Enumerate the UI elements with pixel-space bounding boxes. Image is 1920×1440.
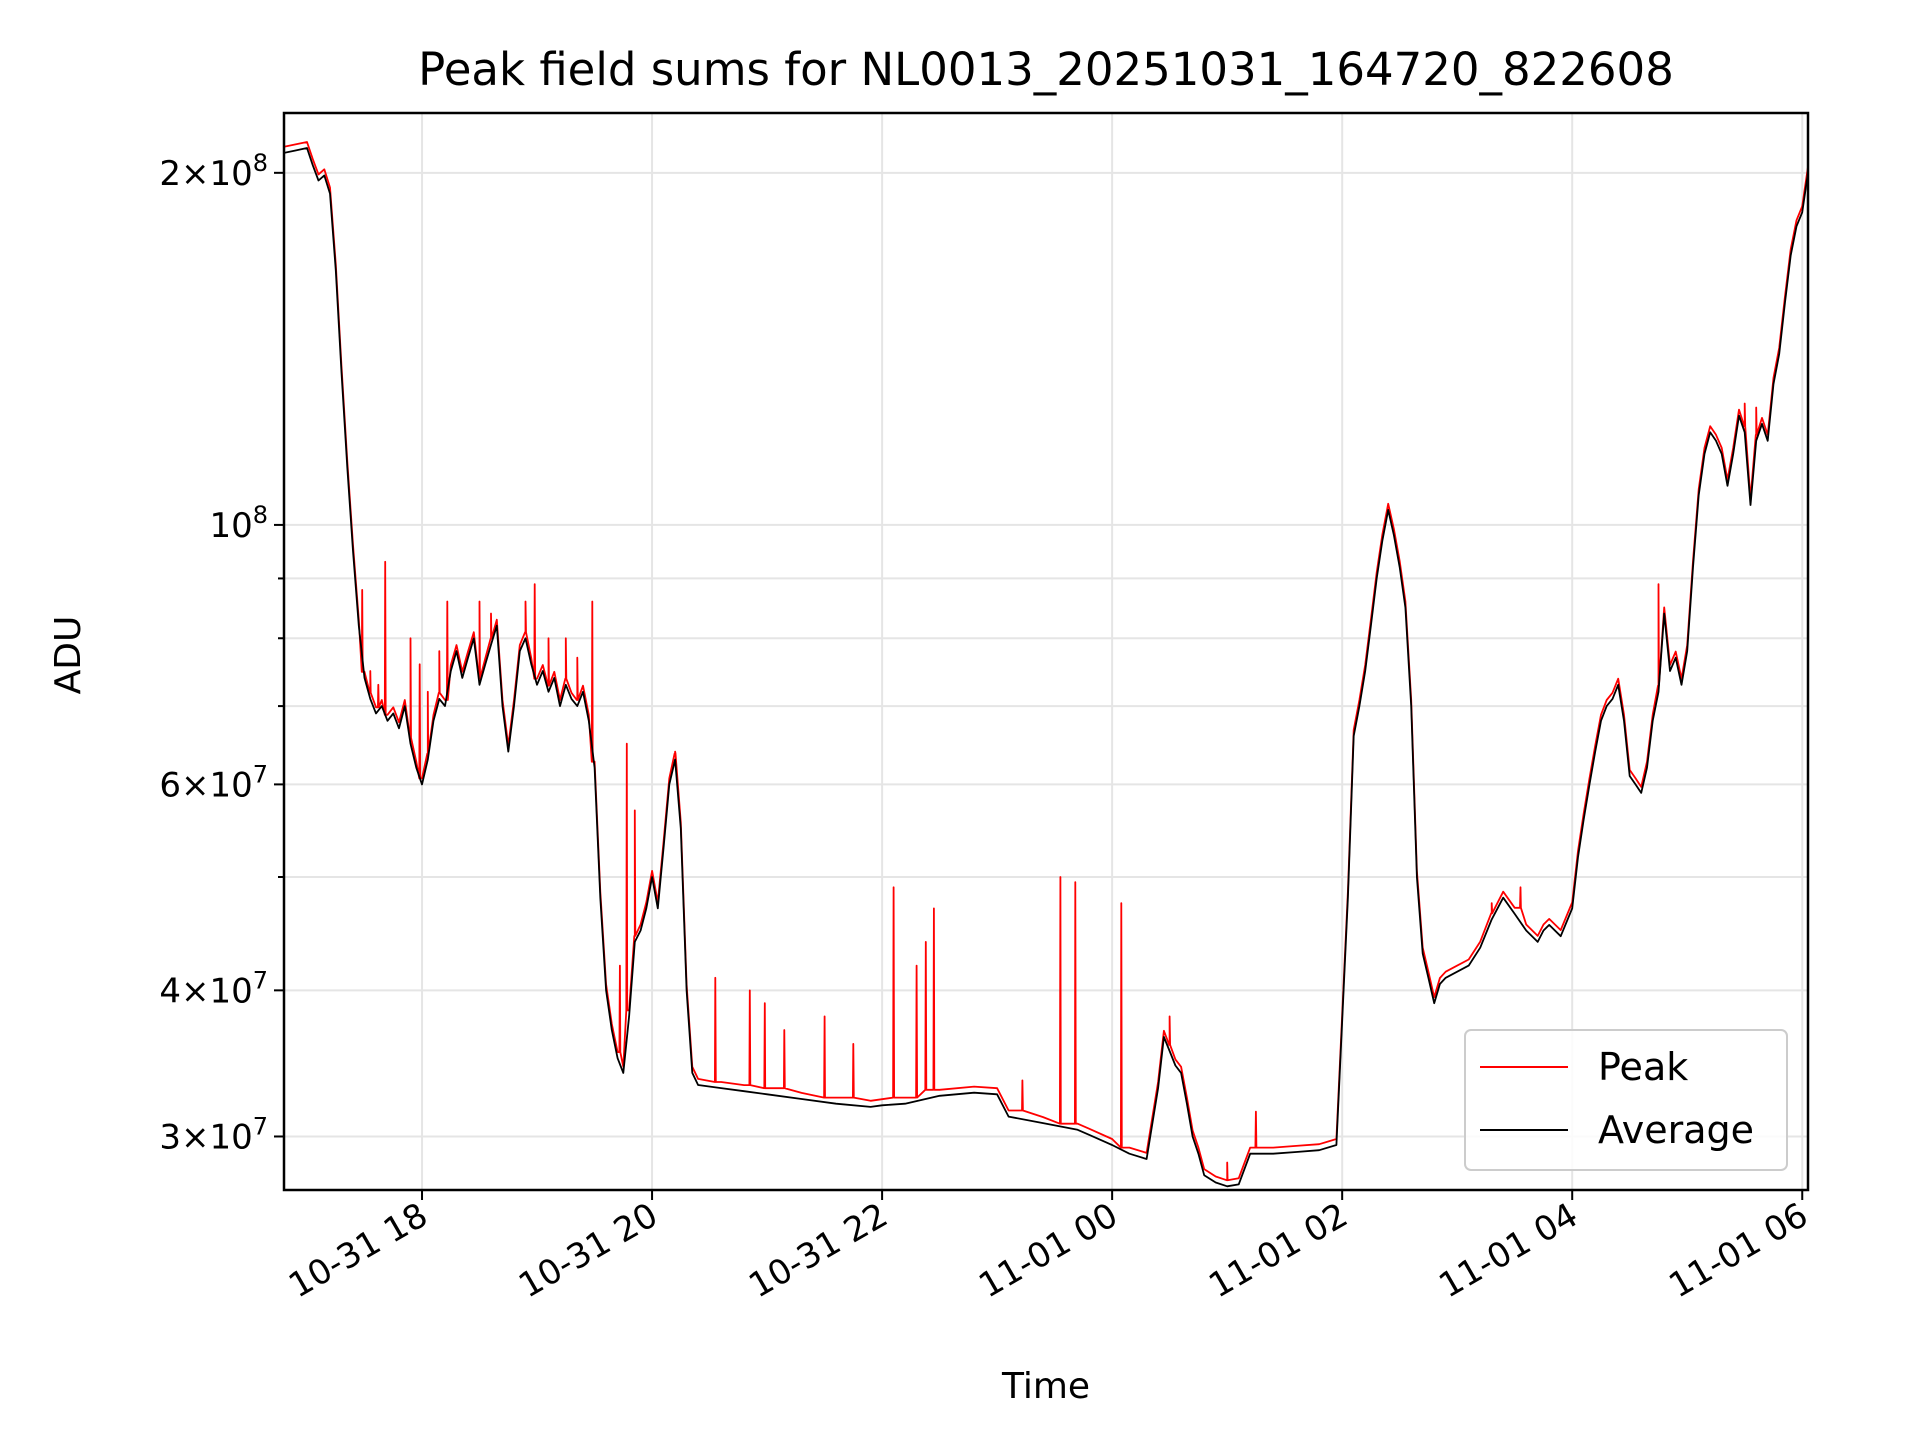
y-tick-label: 2×108 [159, 149, 268, 194]
legend-label-average: Average [1598, 1108, 1754, 1152]
y-tick-label: 108 [209, 501, 268, 546]
plot-frame [282, 111, 1810, 1192]
legend-label-peak: Peak [1598, 1045, 1688, 1089]
y-axis-label: ADU [48, 616, 89, 695]
y-tick-label: 4×107 [159, 966, 268, 1011]
legend-frame [1464, 1029, 1788, 1171]
chart-title: Peak field sums for NL0013_20251031_1647… [418, 43, 1674, 96]
x-axis-label: Time [1001, 1366, 1090, 1407]
grid-layer [284, 113, 1808, 1190]
y-tick-label: 3×107 [159, 1112, 268, 1157]
legend: Peak Average [1464, 1029, 1788, 1171]
y-tick-label: 6×107 [159, 760, 268, 805]
series-layer [284, 141, 1808, 1188]
average-series-line [284, 147, 1808, 1188]
